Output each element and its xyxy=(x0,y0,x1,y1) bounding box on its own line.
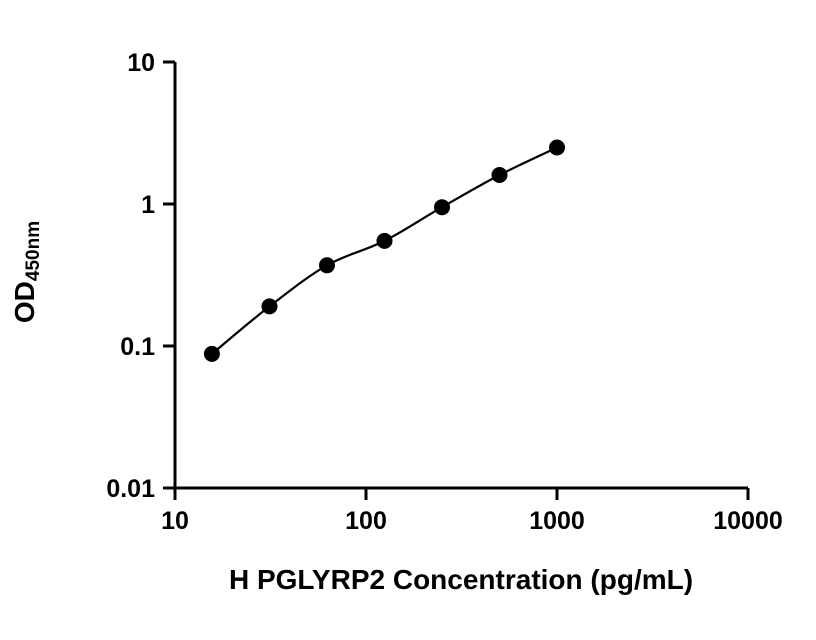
x-tick-label: 10 xyxy=(161,507,189,535)
y-tick-label: 10 xyxy=(127,49,155,77)
data-point xyxy=(491,167,508,183)
y-axis-label-sub: 450nm xyxy=(23,221,44,281)
data-point xyxy=(434,199,450,216)
y-tick-label: 0.01 xyxy=(106,475,155,503)
axes-frame xyxy=(173,62,748,490)
data-point xyxy=(376,232,393,249)
data-point xyxy=(203,345,220,362)
data-point xyxy=(549,139,565,156)
data-point xyxy=(261,298,278,315)
data-point xyxy=(319,257,335,274)
x-axis-title: H PGLYRP2 Concentration (pg/mL) xyxy=(229,564,693,595)
x-tick-label: 10000 xyxy=(713,507,783,535)
x-tick-label: 1000 xyxy=(529,507,585,535)
y-tick-label: 0.1 xyxy=(120,333,155,361)
x-tick-label: 100 xyxy=(345,507,387,535)
plot-area: 10 100 1000 10000 0.01 0.1 1 10 xyxy=(106,49,782,535)
y-axis-label-main: OD xyxy=(9,281,40,323)
y-tick-label: 1 xyxy=(141,191,155,219)
y-axis-label: OD450nm xyxy=(9,221,44,323)
